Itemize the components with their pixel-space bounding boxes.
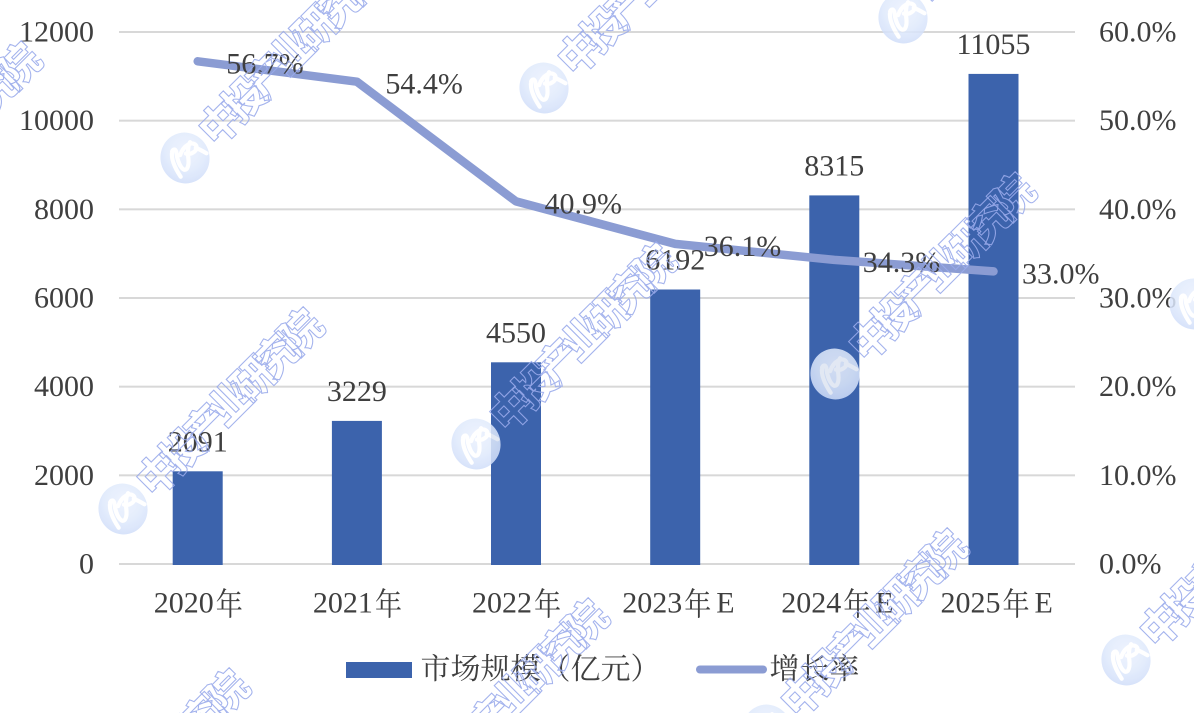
svg-text:0: 0 xyxy=(79,548,94,581)
svg-text:E: E xyxy=(1035,587,1053,620)
svg-text:4000: 4000 xyxy=(34,370,94,403)
svg-text:8000: 8000 xyxy=(34,193,94,226)
svg-text:10.0%: 10.0% xyxy=(1099,459,1177,492)
svg-text:0.0%: 0.0% xyxy=(1099,548,1162,581)
svg-text:33.0%: 33.0% xyxy=(1022,257,1100,290)
svg-text:10000: 10000 xyxy=(19,104,94,137)
svg-text:34.3%: 34.3% xyxy=(863,246,941,279)
svg-text:40.0%: 40.0% xyxy=(1099,193,1177,226)
svg-text:2024: 2024 xyxy=(781,587,841,620)
svg-text:60.0%: 60.0% xyxy=(1099,16,1177,49)
svg-text:2020: 2020 xyxy=(154,587,214,620)
svg-text:2000: 2000 xyxy=(34,459,94,492)
svg-text:2025: 2025 xyxy=(941,587,1001,620)
svg-text:6000: 6000 xyxy=(34,282,94,315)
svg-text:54.4%: 54.4% xyxy=(385,68,463,101)
svg-text:2022: 2022 xyxy=(472,587,532,620)
svg-text:2021: 2021 xyxy=(313,587,373,620)
svg-text:4550: 4550 xyxy=(486,316,546,349)
svg-text:36.1%: 36.1% xyxy=(704,230,782,263)
svg-text:11055: 11055 xyxy=(957,28,1031,61)
svg-text:8315: 8315 xyxy=(804,149,864,182)
svg-text:3229: 3229 xyxy=(327,375,387,408)
svg-text:50.0%: 50.0% xyxy=(1099,104,1177,137)
svg-text:20.0%: 20.0% xyxy=(1099,370,1177,403)
svg-text:E: E xyxy=(716,587,734,620)
svg-text:2023: 2023 xyxy=(622,587,682,620)
svg-text:40.9%: 40.9% xyxy=(545,187,623,220)
svg-text:30.0%: 30.0% xyxy=(1099,282,1177,315)
svg-text:12000: 12000 xyxy=(19,16,94,49)
